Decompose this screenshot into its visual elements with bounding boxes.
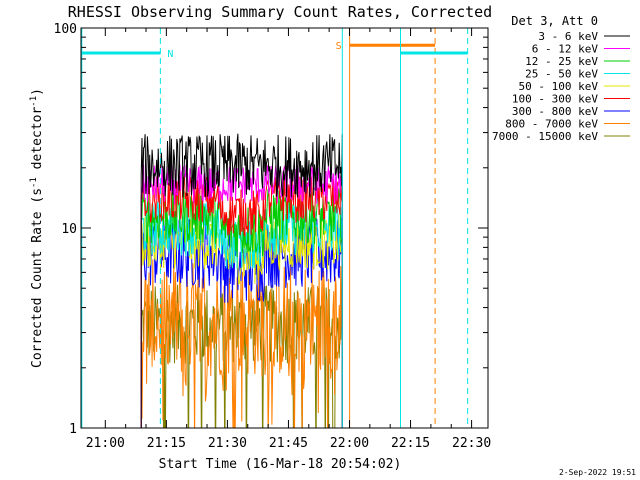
legend-label-8: 7000 - 15000 keV xyxy=(492,130,598,143)
series-line-7 xyxy=(140,259,343,428)
legend-header: Det 3, Att 0 xyxy=(511,14,598,28)
x-tick-label-3: 21:45 xyxy=(269,436,308,451)
chart-title: RHESSI Observing Summary Count Rates, Co… xyxy=(68,3,492,21)
legend-label-6: 300 - 800 keV xyxy=(512,105,598,118)
x-tick-label-1: 21:15 xyxy=(147,436,186,451)
y-tick-label-1: 10 xyxy=(61,222,77,237)
legend-label-7: 800 - 7000 keV xyxy=(505,118,598,131)
x-tick-label-5: 22:15 xyxy=(391,436,430,451)
x-axis-label: Start Time (16-Mar-18 20:54:02) xyxy=(159,457,402,472)
legend-label-4: 50 - 100 keV xyxy=(519,80,599,93)
series-line-0 xyxy=(140,133,343,428)
legend-label-3: 25 - 50 keV xyxy=(525,68,598,81)
y-tick-label-0: 1 xyxy=(69,422,77,437)
legend-label-1: 6 - 12 keV xyxy=(532,43,599,56)
y-tick-label-2: 100 xyxy=(54,22,77,37)
y-axis-label-sup2: -1 xyxy=(29,96,39,107)
y-axis-label-sup1: -1 xyxy=(29,177,39,188)
legend-label-2: 12 - 25 keV xyxy=(525,55,598,68)
series-layer xyxy=(140,133,343,428)
y-axis-label-end: ) xyxy=(30,88,45,96)
y-axis-label-main: Corrected Count Rate (s xyxy=(30,188,45,368)
legend-label-0: 3 - 6 keV xyxy=(538,30,598,43)
y-axis-label-mid: detector xyxy=(30,107,45,178)
marker-label-0: N xyxy=(167,49,173,60)
marker-label-1: S xyxy=(336,41,342,52)
series-line-4 xyxy=(140,214,343,428)
axis-layer: 21:00 21:15 21:30 21:45 22:00 22:15 22:30 1 10 10… xyxy=(54,22,492,451)
series-line-8 xyxy=(140,284,343,428)
series-line-2 xyxy=(140,187,343,428)
legend-label-5: 100 - 300 keV xyxy=(512,93,598,106)
x-tick-label-6: 22:30 xyxy=(452,436,491,451)
x-tick-label-0: 21:00 xyxy=(86,436,125,451)
footer-date: 2-Sep-2022 19:51 xyxy=(559,468,636,477)
x-tick-label-4: 22:00 xyxy=(330,436,369,451)
x-tick-label-2: 21:30 xyxy=(208,436,247,451)
y-axis-label: Corrected Count Rate (s-1 detector-1) xyxy=(29,88,45,368)
